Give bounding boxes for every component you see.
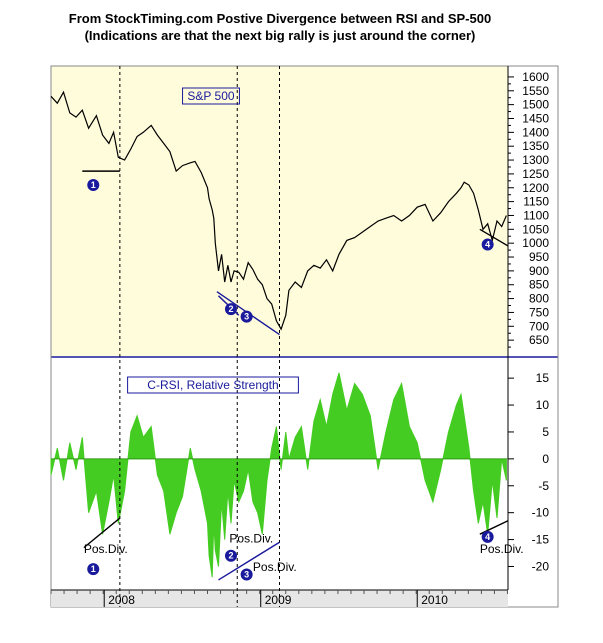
pos-div-annotation: Pos.Div. [84,542,128,556]
y-tick-label: 1350 [522,139,549,153]
y-tick-label: 15 [536,371,550,385]
rsi-panel-label: C-RSI, Relative Strength [147,378,278,392]
numbered-marker [240,568,253,581]
y-tick-label: 1050 [522,222,549,236]
y-tick-label: 1200 [522,181,549,195]
pos-div-annotation: Pos.Div. [253,560,297,574]
y-tick-label: 950 [529,250,549,264]
title-line-1: From StockTiming.com Postive Divergence … [68,11,492,26]
divergence-trend-line [479,228,509,247]
y-tick-label: 5 [542,425,549,439]
numbered-marker-label: 4 [485,532,490,542]
numbered-marker [481,530,494,543]
y-tick-label: -10 [532,506,550,520]
numbered-marker [224,303,237,316]
y-tick-label: -5 [538,479,549,493]
y-tick-label: -15 [532,533,550,547]
numbered-marker-label: 2 [228,304,233,314]
y-tick-label: 650 [529,333,549,347]
y-tick-label: 1400 [522,125,549,139]
numbered-marker-label: 4 [485,240,490,250]
numbered-marker [87,563,100,576]
sp500-panel-label: S&P 500 [187,89,234,103]
x-tick-label: 2008 [108,593,135,607]
y-tick-label: -20 [532,559,550,573]
pos-div-annotation: Pos.Div. [229,531,273,545]
chart-title: From StockTiming.com Postive Divergence … [0,10,560,44]
y-tick-label: 1250 [522,167,549,181]
x-tick-label: 2010 [421,593,448,607]
x-axis-strip [51,590,508,607]
numbered-marker-label: 1 [91,180,96,190]
divergence-trend-line [83,517,121,549]
numbered-marker-label: 1 [91,564,96,574]
y-tick-label: 10 [536,398,550,412]
numbered-marker [240,310,253,323]
sp500-price-line [50,90,507,331]
y-tick-label: 1150 [523,195,549,209]
pos-div-annotation: Pos.Div. [480,542,524,556]
y-tick-label: 1450 [522,111,549,125]
y-tick-label: 1500 [522,98,549,112]
y-tick-label: 750 [529,305,549,319]
y-tick-label: 850 [529,278,549,292]
y-tick-label: 1300 [522,153,549,167]
y-tick-label: 1600 [522,70,549,84]
y-tick-label: 0 [542,452,549,466]
numbered-marker [224,549,237,562]
divergence-trend-line [218,541,280,581]
rsi-area [50,372,507,578]
y-tick-label: 800 [529,292,549,306]
y-tick-label: 1000 [522,236,549,250]
numbered-marker-label: 2 [228,551,233,561]
y-tick-label: 1550 [522,84,549,98]
sp500-panel-label-box [182,87,240,105]
numbered-marker-label: 3 [244,312,249,322]
numbered-marker [481,238,494,251]
x-tick-label: 2009 [265,593,292,607]
y-tick-label: 700 [529,319,549,333]
y-tick-label: 900 [529,264,549,278]
y-tick-label: 1100 [523,208,549,222]
numbered-marker-label: 3 [244,570,249,580]
numbered-marker [87,178,100,191]
rsi-panel-label-box [127,376,299,394]
title-line-2: (Indications are that the next big rally… [84,28,476,43]
